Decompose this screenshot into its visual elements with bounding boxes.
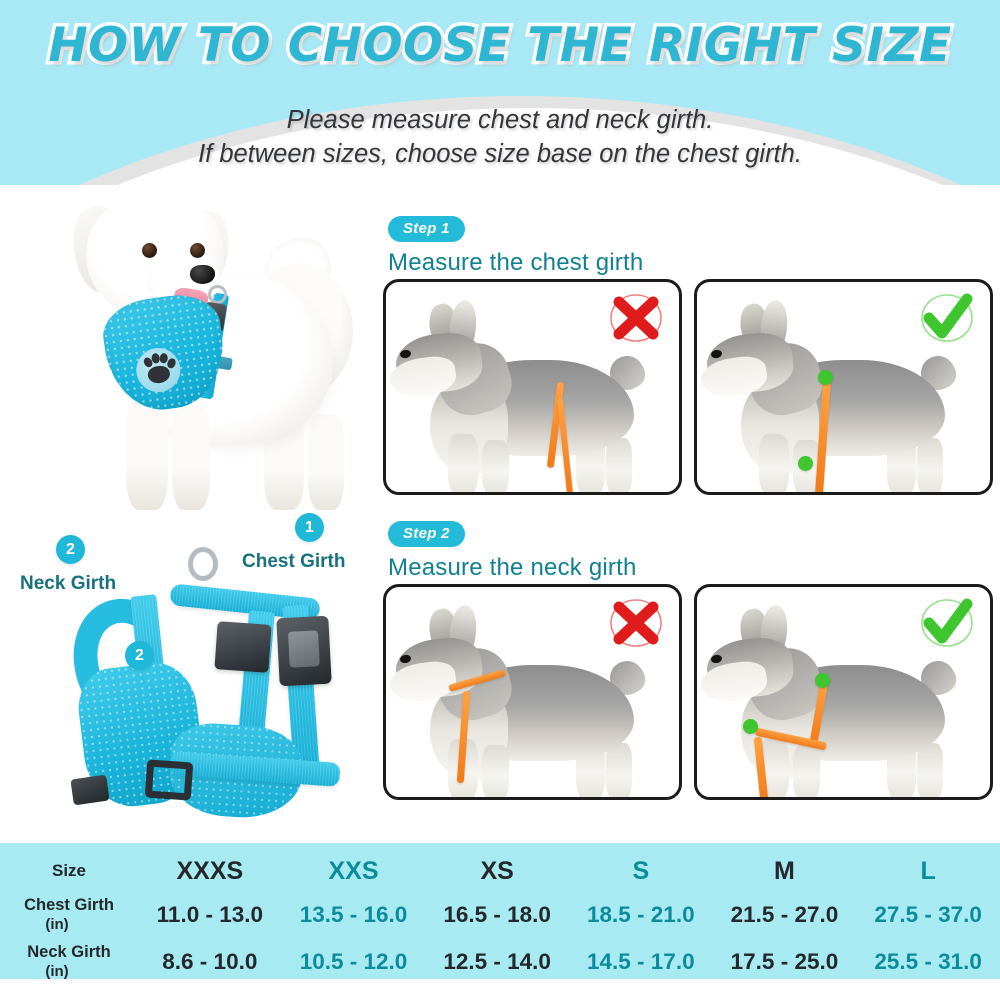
dog-front-leg-right xyxy=(172,406,210,510)
row-label-neck-text: Neck Girth xyxy=(27,942,111,961)
harness-measurement-diagram: 2 Neck Girth 1 Chest Girth 2 xyxy=(20,513,380,830)
dog-wearing-harness-photo xyxy=(65,185,368,510)
column-header-xxs: XXS xyxy=(328,856,379,885)
row-label-chest-text: Chest Girth xyxy=(24,895,114,914)
chest-girth-label: Chest Girth xyxy=(242,551,346,572)
step-1-pill: Step 1 xyxy=(388,216,465,242)
measure-point-top xyxy=(818,370,833,385)
check-icon xyxy=(916,595,978,653)
paw-print-icon xyxy=(133,345,184,395)
subtitle-line-1: Please measure chest and neck girth. xyxy=(286,106,714,134)
chest-value-xs: 16.5 - 18.0 xyxy=(443,901,551,927)
neck-value-s: 14.5 - 17.0 xyxy=(587,948,695,974)
row-label-neck-girth: Neck Girth (in) xyxy=(0,938,138,985)
column-header-s: S xyxy=(632,856,650,885)
page-title: HOW TO CHOOSE THE RIGHT SIZE xyxy=(45,15,955,77)
neck-value-xs: 12.5 - 14.0 xyxy=(443,948,551,974)
subtitle-line-2: If between sizes, choose size base on th… xyxy=(198,140,802,168)
chest-value-xxxs: 11.0 - 13.0 xyxy=(156,901,263,927)
harness-adjuster-slider xyxy=(144,759,194,801)
header-band xyxy=(0,0,1000,185)
column-header-l: L xyxy=(920,856,936,885)
chest-value-s: 18.5 - 21.0 xyxy=(587,901,695,927)
check-icon xyxy=(916,290,978,348)
step-1-incorrect-card xyxy=(383,279,682,495)
step-1-card-row xyxy=(383,279,993,495)
dog-front-leg-left xyxy=(126,400,168,510)
neck-girth-badge-on-harness: 2 xyxy=(125,641,154,670)
row-label-neck-unit: (in) xyxy=(45,962,69,980)
dog-eye-left xyxy=(142,243,157,258)
step-1-heading: Step 1 Measure the chest girth xyxy=(388,216,643,277)
page-subtitle: Please measure chest and neck girth. If … xyxy=(0,103,1000,171)
step-2-pill: Step 2 xyxy=(388,521,465,547)
size-chart-table: Size XXXS XXS XS S M L Chest Girth (in) … xyxy=(0,843,1000,980)
step-2-heading: Step 2 Measure the neck girth xyxy=(388,521,637,582)
chest-value-m: 21.5 - 27.0 xyxy=(730,901,839,927)
neck-value-m: 17.5 - 25.0 xyxy=(730,948,839,974)
row-label-chest-unit: (in) xyxy=(45,915,69,933)
neck-girth-badge: 2 xyxy=(56,535,85,564)
column-header-m: M xyxy=(774,856,795,885)
cross-icon xyxy=(605,290,667,348)
harness-buckle-2 xyxy=(276,615,332,687)
dog-illustration xyxy=(697,587,990,797)
step-1-title: Measure the chest girth xyxy=(388,249,644,276)
row-label-size: Size xyxy=(51,861,87,880)
neck-value-xxxs: 8.6 - 10.0 xyxy=(162,948,258,974)
harness-buckle-1 xyxy=(214,621,272,673)
table-row: Chest Girth (in) 11.0 - 13.0 13.5 - 16.0… xyxy=(0,891,1000,938)
dog-illustration xyxy=(386,282,679,492)
column-header-xs: XS xyxy=(480,856,514,885)
dog-nose xyxy=(190,265,215,284)
measure-point-bottom xyxy=(743,719,758,734)
dog-back-leg-right xyxy=(308,414,344,510)
neck-value-l: 25.5 - 31.0 xyxy=(874,948,982,974)
harness-leash-ring-icon xyxy=(188,547,218,581)
neck-girth-label: Neck Girth xyxy=(20,573,117,594)
harness-adjuster-slider-2 xyxy=(70,774,110,806)
chest-value-xxs: 13.5 - 16.0 xyxy=(299,901,408,927)
step-2-title: Measure the neck girth xyxy=(388,554,637,581)
chest-value-l: 27.5 - 37.0 xyxy=(874,901,982,927)
measure-point-bottom xyxy=(798,456,813,471)
dog-eye-right xyxy=(190,243,205,258)
column-header-xxxs: XXXS xyxy=(176,856,244,885)
neck-value-xxs: 10.5 - 12.0 xyxy=(299,948,408,974)
table-row: Neck Girth (in) 8.6 - 10.0 10.5 - 12.0 1… xyxy=(0,938,1000,985)
cross-icon xyxy=(605,595,667,653)
step-2-card-row xyxy=(383,584,993,800)
measure-point-top xyxy=(815,673,830,688)
step-1-correct-card xyxy=(694,279,993,495)
table-header-row: Size XXXS XXS XS S M L xyxy=(0,851,1000,891)
chest-girth-badge: 1 xyxy=(295,513,324,542)
step-2-correct-card xyxy=(694,584,993,800)
row-label-chest-girth: Chest Girth (in) xyxy=(0,891,138,938)
step-2-incorrect-card xyxy=(383,584,682,800)
